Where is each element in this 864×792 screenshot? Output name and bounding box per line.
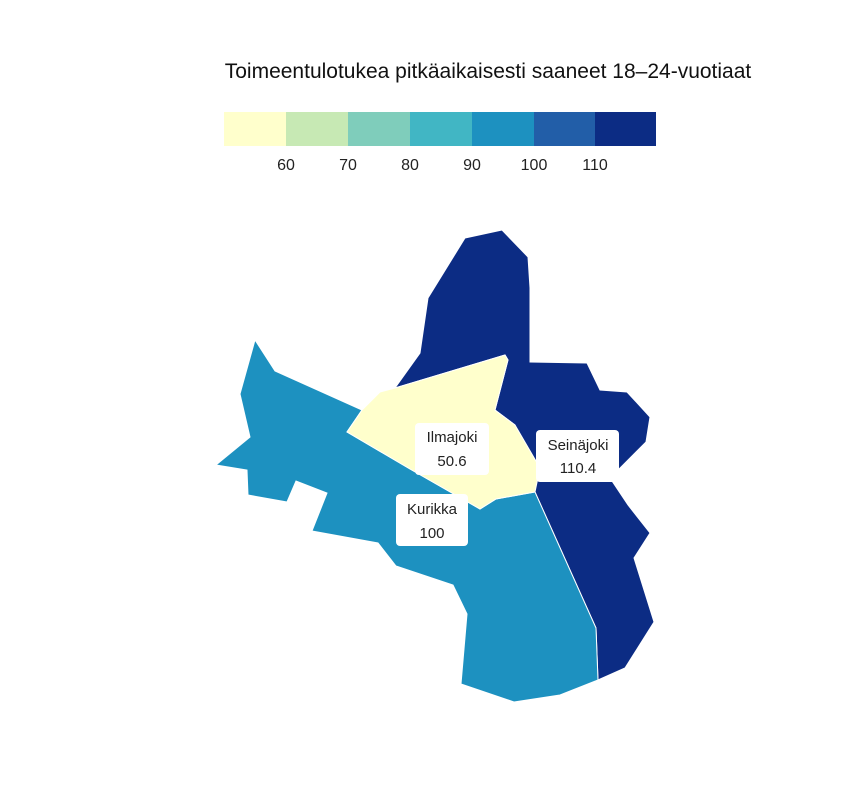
label-box — [415, 423, 489, 475]
region-value: 110.4 — [560, 460, 596, 477]
legend-swatch-6 — [534, 112, 595, 146]
label-box — [396, 494, 468, 546]
legend-swatch-3 — [348, 112, 410, 146]
region-label-ilmajoki: Ilmajoki 50.6 — [415, 423, 489, 475]
legend-tick-100: 100 — [521, 157, 548, 174]
legend-tick-90: 90 — [463, 157, 481, 174]
legend-tick-60: 60 — [277, 157, 295, 174]
region-value: 100 — [419, 525, 444, 542]
legend-swatch-1 — [224, 112, 286, 146]
label-box — [536, 430, 619, 482]
legend: 60 70 80 90 100 110 — [224, 112, 656, 174]
region-label-seinajoki: Seinäjoki 110.4 — [536, 430, 619, 482]
legend-swatch-2 — [286, 112, 348, 146]
legend-tick-110: 110 — [582, 157, 608, 174]
legend-tick-80: 80 — [401, 157, 419, 174]
region-name: Ilmajoki — [427, 429, 478, 446]
legend-tick-70: 70 — [339, 157, 357, 174]
region-name: Kurikka — [407, 501, 458, 518]
region-value: 50.6 — [437, 453, 466, 470]
legend-swatch-7 — [595, 112, 656, 146]
legend-swatch-5 — [472, 112, 534, 146]
region-label-kurikka: Kurikka 100 — [396, 494, 468, 546]
map-title: Toimeentulotukea pitkäaikaisesti saaneet… — [225, 60, 752, 83]
region-name: Seinäjoki — [548, 437, 609, 454]
legend-swatch-4 — [410, 112, 472, 146]
